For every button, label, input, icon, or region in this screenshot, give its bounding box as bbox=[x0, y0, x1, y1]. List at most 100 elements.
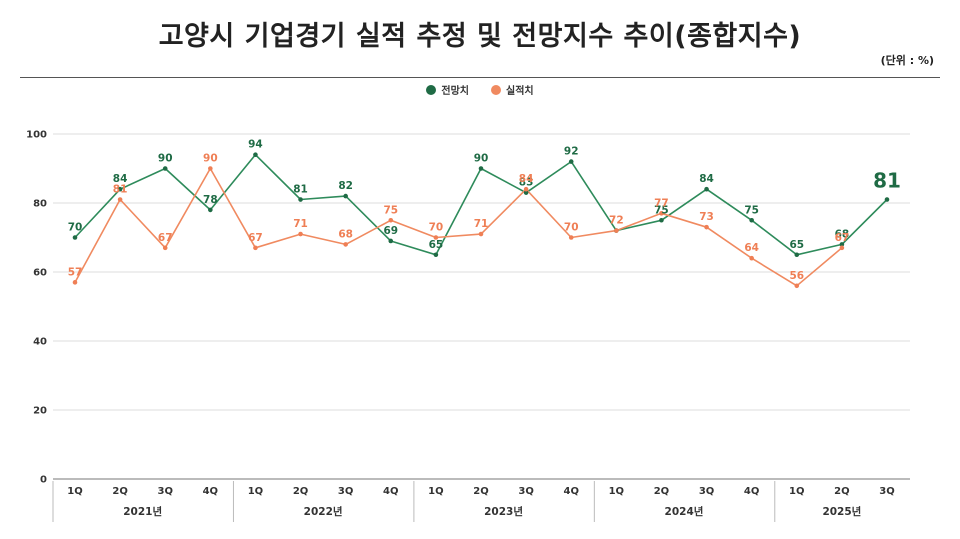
data-point-actual bbox=[388, 217, 394, 223]
data-point-actual bbox=[614, 228, 619, 233]
legend-marker-forecast bbox=[426, 84, 437, 95]
data-point-forecast bbox=[704, 186, 709, 192]
legend-item-actual: 실적치 bbox=[491, 82, 534, 97]
data-point-forecast bbox=[523, 190, 529, 195]
data-point-forecast bbox=[478, 166, 484, 171]
data-label-actual: 70 bbox=[429, 222, 444, 234]
series-line-actual bbox=[74, 167, 843, 287]
data-point-actual bbox=[523, 186, 529, 192]
x-tick-label: 1Q bbox=[609, 486, 624, 497]
data-label-forecast: 65 bbox=[429, 239, 444, 251]
data-point-forecast bbox=[659, 217, 664, 223]
x-tick-label: 4Q bbox=[383, 486, 398, 497]
data-label-forecast: 81 bbox=[293, 184, 308, 196]
y-tick-label: 60 bbox=[33, 268, 47, 279]
x-tick-label: 4Q bbox=[744, 486, 759, 497]
x-tick-label: 2Q bbox=[293, 486, 308, 497]
data-label-actual: 67 bbox=[835, 232, 850, 244]
data-point-actual bbox=[117, 197, 123, 202]
y-tick-label: 80 bbox=[33, 199, 47, 210]
data-label-forecast: 83 bbox=[519, 177, 534, 189]
data-label-forecast: 75 bbox=[744, 204, 759, 216]
y-tick-label: 40 bbox=[33, 337, 47, 348]
data-point-actual bbox=[749, 255, 754, 261]
data-point-actual bbox=[478, 231, 484, 237]
x-tick-label: 2Q bbox=[834, 486, 849, 497]
data-label-actual: 70 bbox=[564, 222, 579, 234]
x-tick-label: 3Q bbox=[157, 486, 172, 497]
data-point-forecast bbox=[388, 238, 394, 244]
data-label-forecast: 81 bbox=[873, 169, 901, 193]
year-label: 2023년 bbox=[484, 505, 523, 518]
x-tick-label: 1Q bbox=[248, 486, 263, 497]
data-point-actual bbox=[72, 280, 78, 285]
data-point-forecast bbox=[839, 242, 845, 247]
x-tick-label: 2Q bbox=[473, 486, 488, 497]
x-tick-label: 3Q bbox=[338, 486, 353, 497]
x-tick-label: 1Q bbox=[428, 486, 443, 497]
data-label-forecast: 70 bbox=[68, 222, 83, 234]
data-point-forecast bbox=[253, 152, 258, 157]
data-point-forecast bbox=[884, 197, 890, 202]
y-tick-label: 100 bbox=[26, 130, 47, 141]
data-point-actual bbox=[659, 211, 664, 216]
data-label-forecast: 84 bbox=[113, 173, 128, 185]
data-point-actual bbox=[433, 235, 439, 240]
data-label-actual: 56 bbox=[789, 270, 804, 282]
data-label-actual: 75 bbox=[383, 204, 398, 216]
x-tick-label: 2Q bbox=[654, 486, 669, 497]
data-point-forecast bbox=[568, 159, 574, 164]
x-tick-label: 1Q bbox=[789, 486, 804, 497]
data-point-actual bbox=[298, 231, 303, 237]
data-label-actual: 90 bbox=[203, 153, 218, 165]
data-point-forecast bbox=[433, 252, 439, 258]
data-label-forecast: 75 bbox=[654, 204, 669, 216]
data-label-forecast: 90 bbox=[158, 153, 173, 165]
data-label-actual: 73 bbox=[699, 211, 714, 223]
data-label-actual: 67 bbox=[158, 232, 173, 244]
x-tick-label: 1Q bbox=[67, 486, 82, 497]
year-label: 2022년 bbox=[304, 505, 343, 518]
data-point-forecast bbox=[298, 197, 303, 202]
legend-label-actual: 실적치 bbox=[506, 86, 534, 97]
title-divider bbox=[20, 77, 940, 78]
data-label-forecast: 94 bbox=[248, 139, 263, 151]
data-label-actual: 77 bbox=[654, 197, 669, 209]
data-label-forecast: 84 bbox=[699, 173, 714, 185]
x-tick-label: 4Q bbox=[563, 486, 578, 497]
x-tick-label: 3Q bbox=[699, 486, 714, 497]
data-point-actual bbox=[162, 245, 168, 251]
data-point-forecast bbox=[72, 235, 78, 240]
data-label-forecast: 68 bbox=[835, 228, 850, 240]
year-label: 2021년 bbox=[123, 505, 162, 518]
data-label-actual: 64 bbox=[744, 242, 759, 254]
legend-label-forecast: 전망치 bbox=[441, 86, 469, 97]
y-tick-label: 0 bbox=[40, 475, 47, 486]
year-label: 2024년 bbox=[665, 505, 704, 518]
data-point-actual bbox=[343, 242, 348, 247]
data-label-forecast: 92 bbox=[564, 146, 579, 158]
data-point-forecast bbox=[117, 186, 123, 192]
data-label-actual: 57 bbox=[68, 266, 83, 278]
data-point-actual bbox=[794, 283, 800, 289]
data-label-forecast: 78 bbox=[203, 194, 218, 206]
x-tick-label: 4Q bbox=[203, 486, 218, 497]
data-label-forecast: 65 bbox=[789, 239, 804, 251]
data-label-forecast: 90 bbox=[474, 153, 489, 165]
x-tick-label: 3Q bbox=[518, 486, 533, 497]
data-label-actual: 71 bbox=[474, 218, 489, 230]
legend-item-forecast: 전망치 bbox=[426, 82, 469, 97]
data-point-actual bbox=[839, 245, 845, 251]
year-label: 2025년 bbox=[822, 505, 861, 518]
data-point-forecast bbox=[794, 252, 800, 258]
data-point-actual bbox=[568, 235, 574, 240]
data-label-actual: 72 bbox=[609, 215, 624, 227]
data-label-actual: 81 bbox=[113, 184, 128, 196]
data-label-actual: 67 bbox=[248, 232, 263, 244]
data-label-actual: 71 bbox=[293, 218, 308, 230]
data-point-forecast bbox=[343, 193, 348, 199]
data-point-forecast bbox=[208, 207, 213, 213]
data-label-forecast: 69 bbox=[383, 225, 398, 237]
x-tick-label: 2Q bbox=[112, 486, 127, 497]
